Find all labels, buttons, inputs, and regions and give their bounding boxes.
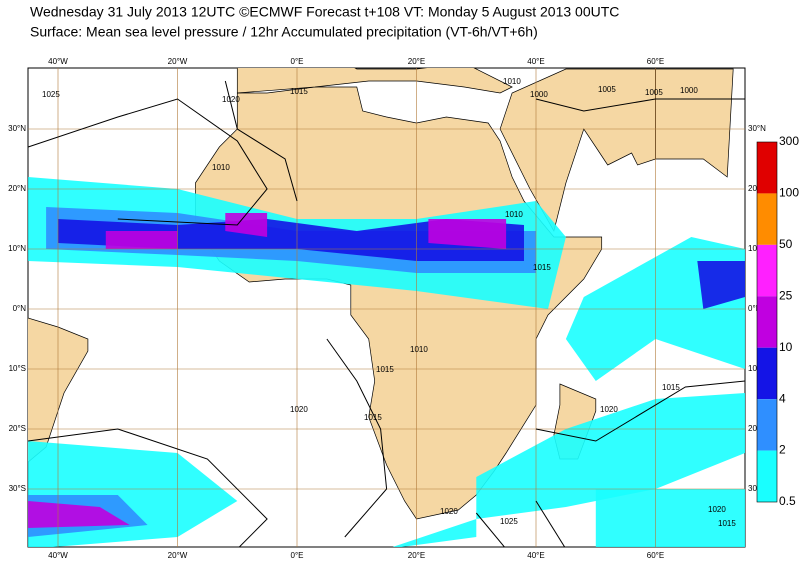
contour-label: 1005 (645, 88, 663, 97)
title: Wednesday 31 July 2013 12UTC ©ECMWF Fore… (30, 4, 619, 20)
isobar (28, 428, 268, 547)
lon-label-top: 60°E (647, 57, 664, 66)
isobar (475, 512, 506, 547)
subtitle: Surface: Mean sea level pressure / 12hr … (30, 24, 538, 40)
contour-label: 1025 (42, 90, 60, 99)
colorbar-frame (756, 141, 778, 503)
precip-area (428, 219, 507, 249)
contour-label: 1000 (530, 90, 548, 99)
precip-area (58, 219, 524, 261)
colorbar-label: 4 (779, 391, 786, 405)
isobar (535, 98, 745, 112)
colorbar-label: 10 (779, 340, 793, 354)
precip-area (697, 261, 745, 309)
colorbar-label: 100 (779, 186, 799, 200)
lat-label-right: 30°N (748, 124, 766, 133)
lon-label-bottom: 40°E (527, 551, 544, 560)
colorbar-label: 25 (779, 288, 793, 302)
lon-label-top: 40°E (527, 57, 544, 66)
lat-label-left: 30°S (9, 484, 26, 493)
contour-labels: 1025 1020 1015 1010 1010 1005 1005 1000 … (42, 77, 736, 528)
lat-label-left: 10°N (8, 244, 26, 253)
landmass (499, 68, 656, 232)
colorbar-swatch (757, 244, 777, 297)
colorbar-swatch (757, 193, 777, 245)
lon-label-bottom: 20°E (408, 551, 425, 560)
contour-label: 1015 (290, 87, 308, 96)
lon-label-top: 0°E (291, 57, 304, 66)
precip-area (595, 489, 745, 547)
contour-label: 1020 (222, 95, 240, 104)
lon-label-bottom: 20°W (168, 551, 188, 560)
contour-label: 1005 (598, 85, 616, 94)
contour-label: 1020 (290, 405, 308, 414)
colorbar-swatch (757, 296, 777, 348)
colorbar-label: 50 (779, 237, 793, 251)
precip-area (225, 213, 268, 237)
contour-label: 1025 (500, 517, 518, 526)
contour-label: 1015 (533, 263, 551, 272)
contour-label: 1010 (503, 77, 521, 86)
contour-label: 1015 (662, 383, 680, 392)
contour-label: 1015 (718, 519, 736, 528)
precip-area (105, 231, 178, 249)
lon-label-bottom: 40°W (48, 551, 68, 560)
precip-area (28, 501, 130, 528)
lon-label-top: 40°W (48, 57, 68, 66)
landmass (236, 68, 513, 94)
graticule (28, 68, 745, 547)
colorbar-swatch (757, 142, 777, 194)
precip-area (392, 393, 745, 547)
lon-label-top: 20°E (408, 57, 425, 66)
contour-label: 1010 (410, 345, 428, 354)
lat-label-left: 30°N (8, 124, 26, 133)
colorbar-swatch (757, 450, 777, 502)
isobar (224, 80, 298, 202)
contour-label: 1000 (680, 86, 698, 95)
contour-label: 1020 (440, 507, 458, 516)
isobar (535, 500, 566, 547)
lat-label-left: 0°N (13, 304, 27, 313)
contour-label: 1010 (212, 163, 230, 172)
contour-label: 1015 (376, 365, 394, 374)
lat-label-left: 20°S (9, 424, 26, 433)
isobar (535, 380, 745, 442)
lon-label-bottom: 60°E (647, 551, 664, 560)
lat-label-right: 0°N (748, 304, 762, 313)
colorbar-label: 2 (779, 443, 786, 457)
lon-label-top: 20°W (168, 57, 188, 66)
colorbar-label: 0.5 (779, 494, 796, 508)
lat-label-left: 20°N (8, 184, 26, 193)
contour-label: 1020 (600, 405, 618, 414)
colorbar-swatch (757, 347, 777, 400)
colorbar-label: 300 (779, 134, 799, 148)
isobar (28, 98, 268, 226)
isobar (326, 338, 388, 538)
colorbar: 300 100 50 25 10 4 2 0.5 (756, 134, 799, 508)
colorbar-swatch (757, 399, 777, 451)
contour-label: 1010 (505, 210, 523, 219)
lon-label-bottom: 0°E (291, 551, 304, 560)
contour-label: 1020 (708, 505, 726, 514)
contour-label: 1015 (364, 413, 382, 422)
isobars (28, 80, 745, 547)
lat-label-left: 10°S (9, 364, 26, 373)
